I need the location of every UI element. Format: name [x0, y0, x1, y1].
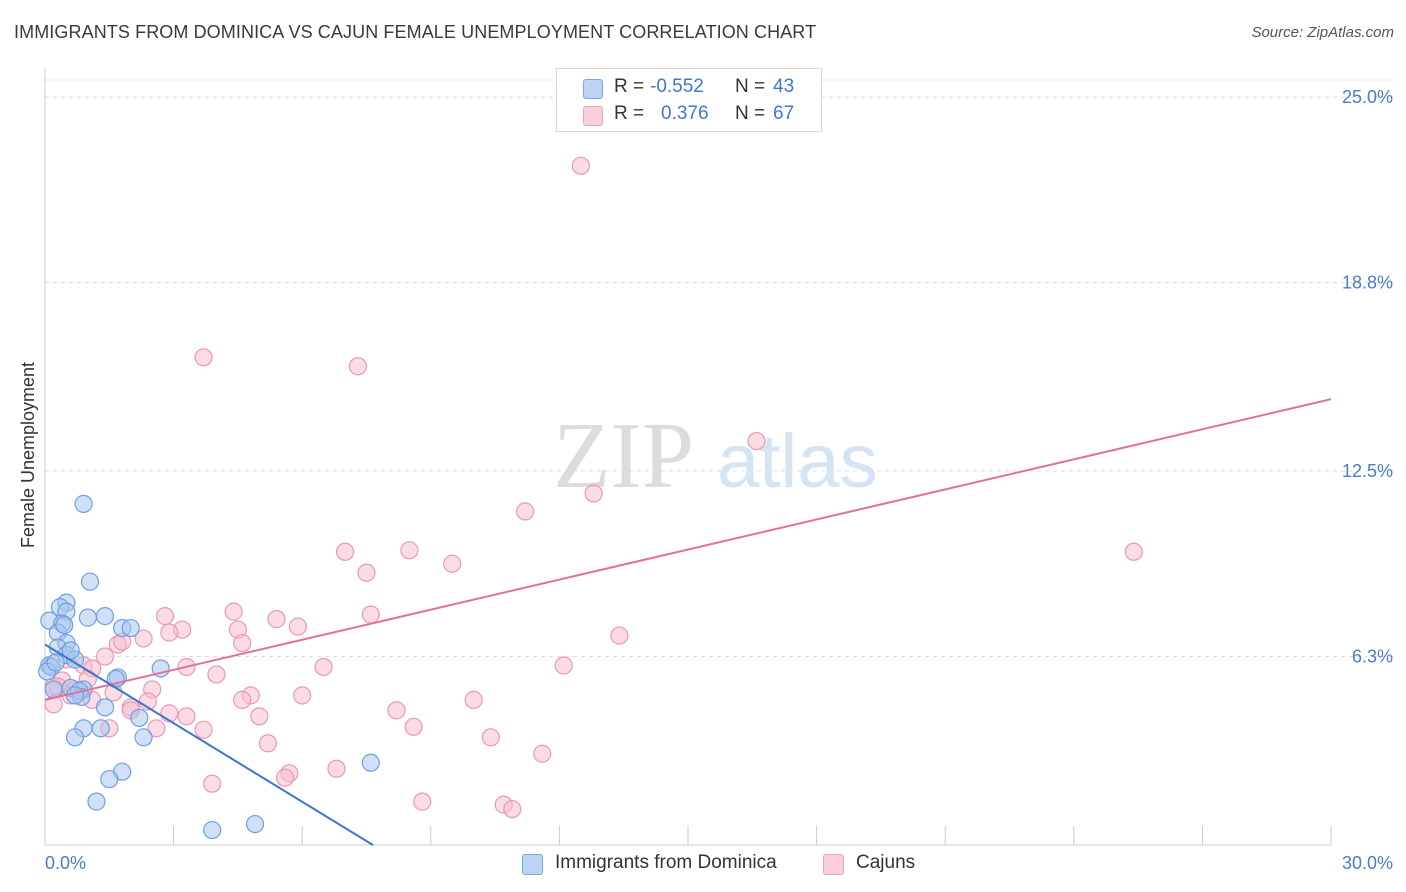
data-point: [1124, 542, 1143, 561]
legend-n-label: N =: [735, 76, 766, 97]
data-point: [554, 656, 573, 675]
data-point: [87, 792, 106, 811]
data-point: [267, 610, 286, 629]
data-point: [134, 728, 153, 747]
data-point: [78, 608, 97, 627]
legend-swatch-blue: [583, 79, 603, 99]
bottom-legend-swatch-blue: [522, 854, 543, 875]
x-tick-label: 30.0%: [1342, 853, 1393, 873]
data-point: [121, 618, 140, 638]
y-tick-label: 6.3%: [1352, 647, 1393, 667]
data-point: [233, 633, 252, 653]
data-point: [95, 607, 115, 626]
data-point: [747, 431, 766, 451]
legend-n-value: 43: [773, 76, 795, 97]
grid-lines: [45, 79, 1393, 658]
trendline-dominica: [44, 643, 374, 846]
series-cajuns: [44, 156, 1143, 819]
data-point: [400, 541, 419, 560]
data-point: [91, 719, 110, 738]
data-point: [481, 728, 500, 747]
data-point: [288, 617, 308, 636]
data-point: [233, 690, 252, 709]
data-point: [348, 357, 368, 376]
data-point: [160, 704, 179, 723]
bottom-legend-swatch-pink: [823, 854, 844, 875]
data-point: [130, 708, 149, 727]
data-point: [357, 563, 376, 582]
data-point: [516, 502, 535, 521]
y-tick-label: 25.0%: [1342, 87, 1393, 107]
watermark: ZIP atlas: [553, 404, 878, 508]
data-point: [207, 665, 226, 684]
data-point: [571, 156, 590, 175]
legend-n-value: 67: [773, 103, 795, 124]
data-point: [464, 690, 483, 709]
data-point: [80, 572, 100, 591]
data-point: [503, 799, 522, 819]
data-point: [134, 629, 153, 648]
data-point: [258, 734, 278, 753]
legend-n-label: N =: [735, 103, 766, 124]
bottom-legend-label: Cajuns: [856, 852, 916, 873]
data-point: [245, 814, 265, 834]
data-point: [361, 753, 380, 772]
tick-labels: 6.3% 12.5% 18.8% 25.0% 0.0% 30.0%: [45, 87, 1393, 873]
data-point: [194, 348, 213, 367]
data-point: [95, 698, 115, 717]
legend-swatch-pink: [583, 106, 603, 126]
data-point: [314, 657, 333, 677]
data-point: [203, 774, 222, 793]
data-point: [224, 602, 243, 621]
y-axis-label: Female Unemployment: [18, 362, 38, 548]
watermark-zip: ZIP: [553, 404, 694, 508]
data-point: [177, 707, 196, 726]
data-point: [155, 607, 175, 626]
data-point: [361, 605, 380, 624]
trendline-cajuns: [44, 398, 1332, 701]
data-point: [203, 820, 222, 840]
data-point: [46, 653, 65, 672]
data-point: [160, 623, 179, 642]
y-tick-label: 12.5%: [1342, 461, 1393, 481]
data-point: [250, 707, 269, 726]
data-point: [443, 554, 462, 573]
stats-legend: R = -0.552 N = 43 R = 0.376 N = 67: [556, 68, 822, 132]
data-point: [327, 759, 346, 778]
x-tick-label: 0.0%: [45, 853, 86, 873]
source-label: Source: ZipAtlas.com: [1251, 24, 1394, 41]
data-point: [100, 770, 119, 789]
data-point: [610, 626, 629, 645]
y-tick-label: 18.8%: [1342, 273, 1393, 293]
legend-r-value: -0.552: [650, 76, 704, 97]
watermark-atlas: atlas: [717, 419, 878, 504]
data-point: [413, 792, 432, 811]
data-point: [194, 720, 213, 739]
series-dominica: [38, 494, 380, 840]
data-point: [533, 744, 552, 763]
data-point: [387, 701, 406, 720]
legend-r-value: 0.376: [661, 103, 709, 124]
data-point: [584, 484, 603, 503]
data-point: [335, 542, 355, 561]
axes: [44, 68, 1332, 846]
data-point: [65, 728, 85, 747]
legend-r-label: R =: [614, 103, 645, 124]
bottom-legend-label: Immigrants from Dominica: [555, 852, 777, 873]
data-point: [293, 686, 312, 705]
chart-title: IMMIGRANTS FROM DOMINICA VS CAJUN FEMALE…: [14, 22, 817, 42]
data-point: [74, 494, 93, 514]
data-point: [61, 641, 80, 660]
trendlines: [44, 398, 1332, 846]
data-point: [147, 719, 166, 738]
data-point: [65, 686, 85, 705]
data-point: [404, 717, 423, 736]
data-point: [44, 680, 63, 699]
data-point: [55, 615, 74, 635]
legend-r-label: R =: [614, 76, 645, 97]
data-point: [95, 647, 115, 666]
data-point: [275, 768, 295, 787]
